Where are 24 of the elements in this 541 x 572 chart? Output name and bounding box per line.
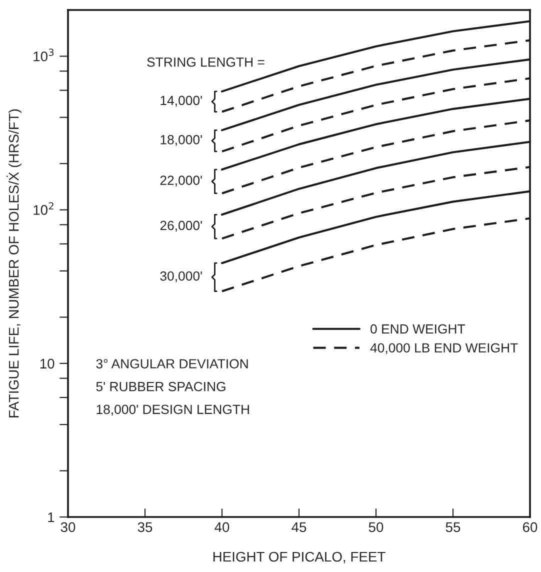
- annotation: 3° ANGULAR DEVIATION: [96, 359, 248, 368]
- x-tick-label: 30: [60, 522, 76, 532]
- y-axis-title: FATIGUE LIFE, NUMBER OF HOLES/Ẋ (HRS/FT): [6, 109, 22, 418]
- x-axis-title: HEIGHT OF PICALO, FEET: [213, 552, 386, 564]
- y-tick-label: 10: [40, 358, 54, 369]
- annotation: 5' RUBBER SPACING: [96, 382, 226, 392]
- annotation: 18,000' DESIGN LENGTH: [96, 404, 249, 416]
- x-tick-label: 60: [522, 522, 538, 532]
- annotation: 14,000': [160, 96, 202, 107]
- annotation: 18,000': [160, 135, 202, 146]
- annotation: 30,000': [160, 271, 202, 282]
- x-tick-label: 55: [446, 522, 460, 532]
- annotation: 26,000': [160, 220, 202, 232]
- x-tick-label: 40: [214, 522, 230, 532]
- legend-label: 40,000 LB END WEIGHT: [370, 343, 518, 354]
- annotation: 22,000': [160, 176, 202, 187]
- y-tick-label: 10$^{3}$: [34, 48, 54, 62]
- x-tick-label: 45: [292, 522, 306, 532]
- x-tick-label: 35: [138, 522, 152, 532]
- x-tick-label: 50: [368, 522, 384, 532]
- annotation: STRING LENGTH =: [147, 57, 264, 67]
- legend-label: 0 END WEIGHT: [370, 324, 466, 334]
- y-tick-label: 10$^{2}$: [34, 202, 54, 215]
- y-tick-label: 1: [48, 512, 54, 522]
